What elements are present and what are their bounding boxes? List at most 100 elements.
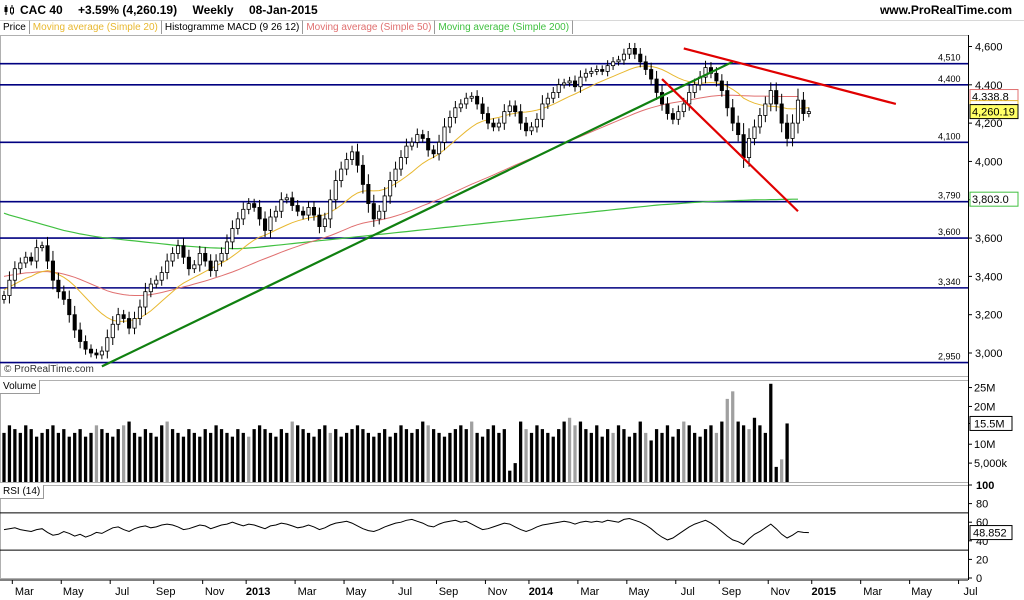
candle-body xyxy=(404,145,409,159)
candle-body xyxy=(61,291,66,300)
volume-bar xyxy=(214,425,218,482)
volume-bar xyxy=(290,421,294,482)
candle-body xyxy=(589,70,594,74)
candle-body xyxy=(105,337,110,352)
legend-ma50[interactable]: Moving average (Simple 50) xyxy=(303,20,436,34)
candle-body xyxy=(219,252,224,262)
volume-bar xyxy=(540,429,545,482)
candle-body xyxy=(649,69,654,80)
legend-macd[interactable]: Histogramme MACD (9 26 12) xyxy=(161,20,304,34)
candle-body xyxy=(246,203,251,210)
volume-bar xyxy=(703,429,708,482)
candle-body xyxy=(284,197,289,201)
candle-body xyxy=(132,318,137,329)
volume-bar xyxy=(192,432,196,482)
volume-bar xyxy=(546,432,550,482)
volume-bar xyxy=(595,425,599,482)
volume-bar xyxy=(399,425,403,482)
candle-body xyxy=(594,69,599,72)
candle-body xyxy=(197,252,202,266)
candle-body xyxy=(681,103,686,113)
volume-bar xyxy=(529,432,534,482)
candle-body xyxy=(159,272,164,281)
candle-body xyxy=(366,184,371,204)
candle-body xyxy=(110,323,115,339)
volume-bar xyxy=(100,429,104,482)
volume-bar xyxy=(181,436,186,482)
candle-body xyxy=(382,195,387,212)
price-panel-frame xyxy=(0,35,969,377)
volume-bar xyxy=(323,425,327,482)
candle-body xyxy=(605,65,610,72)
volume-bar xyxy=(393,432,398,482)
candle-body xyxy=(736,122,741,136)
x-axis-tick-label: Jul xyxy=(115,586,129,598)
candle-body xyxy=(241,208,246,220)
candle-body xyxy=(562,82,567,86)
volume-bar xyxy=(725,398,729,482)
volume-bar xyxy=(731,391,735,482)
volume-bar xyxy=(247,436,251,482)
candle-body xyxy=(572,80,578,88)
volume-bar xyxy=(132,432,137,482)
volume-bar xyxy=(448,432,452,482)
volume-bar xyxy=(176,432,180,482)
volume-bar xyxy=(241,432,245,482)
price-axis-tick-label: 4,400 xyxy=(975,80,1003,92)
candle-body xyxy=(214,260,219,272)
chart-title-bar: CAC 40 +3.59% (4,260.19) Weekly 08-Jan-2… xyxy=(0,0,1024,21)
price-axis-tick-label: 4,000 xyxy=(975,156,1003,168)
volume-bar xyxy=(344,432,349,482)
candle-body xyxy=(632,48,637,55)
candle-body xyxy=(311,207,317,216)
candle-body xyxy=(290,197,295,206)
volume-bar xyxy=(339,436,343,482)
period-label: Weekly xyxy=(192,3,234,17)
x-axis-tick-label: Nov xyxy=(770,586,790,598)
volume-bar xyxy=(752,417,757,482)
volume-bar xyxy=(170,429,175,482)
volume-bar xyxy=(714,432,719,482)
trendline-support xyxy=(101,60,734,368)
volume-bar xyxy=(649,440,653,482)
website-label: www.ProRealTime.com xyxy=(879,3,1012,17)
volume-panel-label[interactable]: Volume xyxy=(0,380,41,394)
candle-body xyxy=(344,159,349,170)
candle-body xyxy=(393,168,398,181)
volume-bar xyxy=(665,425,670,482)
volume-bar xyxy=(29,429,33,482)
volume-bar xyxy=(573,425,577,482)
support-level-label: 4,400 xyxy=(938,74,961,84)
indicator-legend: Price Moving average (Simple 20) Histogram… xyxy=(0,20,574,34)
value-tag-box xyxy=(969,104,1019,120)
volume-bar xyxy=(442,436,447,482)
volume-axis-tick-label: 20M xyxy=(974,401,995,413)
volume-bar xyxy=(257,425,262,482)
volume-bar xyxy=(682,421,686,482)
candle-body xyxy=(529,126,534,132)
volume-bar xyxy=(508,470,512,482)
candle-body xyxy=(485,113,491,124)
candle-body xyxy=(551,92,556,99)
candle-body xyxy=(556,84,561,93)
candle-body xyxy=(507,105,512,113)
volume-bar xyxy=(73,432,77,482)
candle-body xyxy=(322,218,327,227)
volume-bar xyxy=(606,429,610,482)
candle-body xyxy=(676,111,681,120)
legend-ma200[interactable]: Moving average (Simple 200) xyxy=(435,20,574,34)
volume-bar xyxy=(578,421,583,482)
volume-bar xyxy=(769,383,773,482)
rsi-panel-label[interactable]: RSI (14) xyxy=(0,485,45,499)
candle-body xyxy=(121,314,126,319)
rsi-axis-tick-label: 20 xyxy=(976,554,988,566)
support-level-label: 3,600 xyxy=(938,227,961,237)
candle-body xyxy=(768,90,773,105)
x-axis-tick-label: Sep xyxy=(721,586,741,598)
legend-ma20[interactable]: Moving average (Simple 20) xyxy=(29,20,162,34)
volume-bar xyxy=(83,436,88,482)
volume-bar xyxy=(127,421,131,482)
volume-bar xyxy=(758,425,762,482)
legend-price[interactable]: Price xyxy=(0,20,30,34)
volume-bar xyxy=(143,429,148,482)
